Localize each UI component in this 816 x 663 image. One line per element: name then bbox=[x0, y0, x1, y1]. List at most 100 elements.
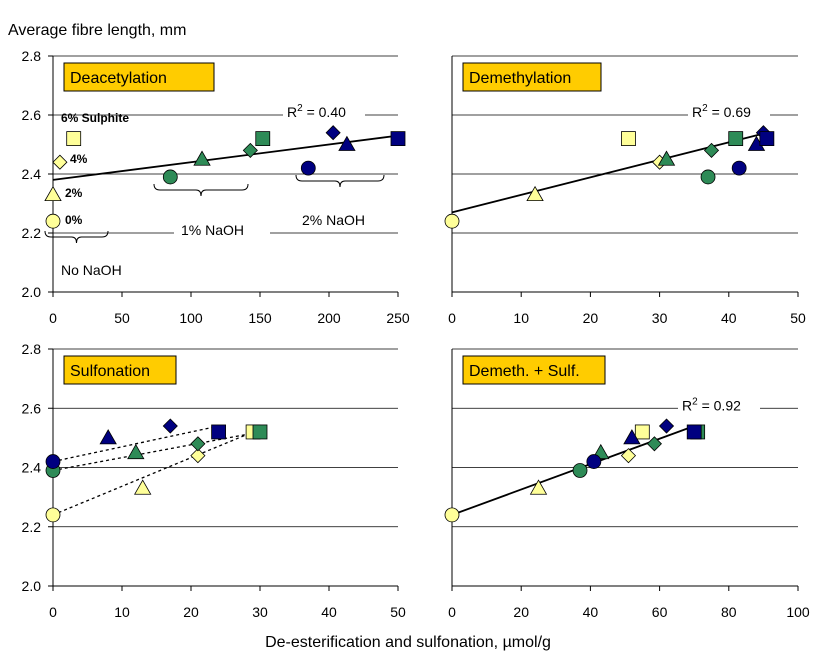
data-point-square bbox=[728, 131, 744, 147]
annotation-naoh-1: 1% NaOH bbox=[181, 222, 244, 238]
annotation-no-naoh: No NaOH bbox=[61, 262, 122, 278]
x-tick-label: 80 bbox=[721, 604, 737, 620]
data-point-square bbox=[66, 131, 82, 147]
panel-title-box: Demethylation bbox=[462, 62, 602, 92]
y-tick-label: 2.2 bbox=[22, 225, 42, 241]
brace-1pct-naoh bbox=[153, 183, 249, 197]
x-tick-label: 100 bbox=[786, 604, 810, 620]
data-point-circle bbox=[45, 454, 61, 469]
annotation-sulphite-0: 0% bbox=[65, 213, 83, 227]
data-point-circle bbox=[45, 507, 61, 523]
data-point-square bbox=[255, 131, 271, 147]
dotted-trend-line bbox=[52, 431, 254, 516]
r2-label: R2 = 0.92 bbox=[682, 396, 741, 413]
title-box-background bbox=[462, 355, 606, 385]
y-tick-label: 2.2 bbox=[22, 519, 42, 535]
data-point-diamond bbox=[52, 154, 68, 170]
r2-label-background bbox=[678, 394, 760, 415]
regression-line bbox=[451, 131, 768, 214]
data-point-square bbox=[211, 424, 227, 440]
data-point-diamond bbox=[242, 142, 258, 158]
annotation-sulphite-4: 4% bbox=[70, 152, 88, 166]
data-point-triangle bbox=[529, 479, 548, 495]
chart-panel-3: 0 10 20 30 40 50 2.0 2.2 2.4 2.6 2.8 Sulfonation bbox=[22, 341, 406, 620]
brace-no-naoh bbox=[44, 230, 109, 244]
data-point-square bbox=[390, 131, 406, 147]
data-point-triangle bbox=[623, 429, 641, 445]
y-tick-label: 2.0 bbox=[22, 578, 42, 594]
x-tick-label: 30 bbox=[252, 604, 268, 620]
data-point-diamond bbox=[620, 448, 637, 464]
chart-panel-1: 0 50 100 150 200 250 2.0 2.2 2.4 2.6 2.8 R2 = 0.40 D… bbox=[22, 48, 410, 326]
panel-title: Demeth. + Sulf. bbox=[469, 363, 580, 380]
data-point-triangle bbox=[657, 150, 676, 166]
x-tick-label: 50 bbox=[790, 310, 806, 326]
r2-label: R2 = 0.40 bbox=[287, 103, 346, 120]
y-tick-label: 2.6 bbox=[22, 107, 42, 123]
y-tick-label: 2.6 bbox=[22, 400, 42, 416]
data-point-circle bbox=[300, 160, 316, 176]
panel-annotations: 6% Sulphite 4% 2% 0% 1% NaOH 2% NaOH No NaOH bbox=[44, 111, 396, 278]
data-point-square bbox=[621, 131, 636, 147]
x-tick-label: 40 bbox=[321, 604, 337, 620]
x-tick-label: 10 bbox=[114, 604, 130, 620]
x-tick-label: 50 bbox=[114, 310, 130, 326]
label-background bbox=[174, 220, 270, 238]
x-tick-label: 20 bbox=[183, 604, 199, 620]
data-point-circle bbox=[572, 463, 588, 478]
data-point-circle bbox=[444, 213, 460, 229]
panel-title: Deacetylation bbox=[70, 70, 167, 87]
x-tick-label: 0 bbox=[448, 604, 456, 620]
data-point-triangle bbox=[526, 185, 544, 202]
x-tick-label: 0 bbox=[49, 310, 57, 326]
x-tick-label: 30 bbox=[652, 310, 668, 326]
title-box-background bbox=[63, 62, 215, 92]
data-point-square bbox=[759, 131, 775, 147]
r2-label: R2 = 0.69 bbox=[692, 103, 751, 120]
data-point-square bbox=[686, 424, 702, 440]
y-axis-label: Average fibre length, mm bbox=[8, 22, 187, 39]
data-point-circle bbox=[444, 507, 460, 523]
data-point-triangle bbox=[99, 429, 117, 445]
brace-2pct-naoh bbox=[295, 174, 385, 188]
x-tick-label: 20 bbox=[513, 604, 529, 620]
data-point-circle bbox=[586, 454, 602, 469]
data-point-triangle bbox=[338, 135, 356, 151]
x-tick-label: 250 bbox=[386, 310, 410, 326]
x-tick-label: 150 bbox=[248, 310, 272, 326]
data-point-diamond bbox=[190, 448, 206, 464]
x-axis-label: De-esterification and sulfonation, µmol/… bbox=[265, 634, 551, 651]
y-tick-label: 2.0 bbox=[22, 284, 42, 300]
panel-title-box: Deacetylation bbox=[63, 62, 215, 92]
data-point-square bbox=[252, 424, 268, 440]
dotted-trend-line bbox=[52, 431, 261, 472]
y-tick-label: 2.4 bbox=[22, 166, 42, 182]
annotation-naoh-2: 2% NaOH bbox=[302, 212, 365, 228]
data-point-triangle bbox=[134, 479, 152, 495]
panel-title: Demethylation bbox=[469, 70, 571, 87]
panel-title-box: Demeth. + Sulf. bbox=[462, 355, 606, 385]
title-box-background bbox=[63, 355, 177, 385]
data-point-diamond bbox=[325, 125, 341, 141]
x-tick-label: 40 bbox=[583, 604, 599, 620]
title-box-background bbox=[462, 62, 602, 92]
chart-panel-2: 0 10 20 30 40 50 R2 = 0.69 Demethylation bbox=[444, 55, 806, 326]
data-point-square bbox=[634, 424, 650, 440]
y-tick-label: 2.4 bbox=[22, 460, 42, 476]
panel-title-box: Sulfonation bbox=[63, 355, 177, 385]
regression-line bbox=[52, 134, 399, 181]
data-point-diamond bbox=[162, 418, 178, 434]
x-tick-label: 40 bbox=[721, 310, 737, 326]
y-tick-label: 2.8 bbox=[22, 48, 42, 64]
data-point-circle bbox=[700, 169, 716, 185]
dotted-trend-line bbox=[52, 425, 219, 463]
data-point-diamond bbox=[658, 418, 675, 434]
x-tick-label: 0 bbox=[49, 604, 57, 620]
r2-label-background bbox=[688, 101, 770, 121]
data-point-triangle bbox=[127, 443, 145, 460]
data-point-diamond bbox=[190, 436, 206, 452]
r2-label-background bbox=[283, 101, 365, 121]
x-tick-label: 200 bbox=[317, 310, 341, 326]
data-point-triangle bbox=[44, 185, 62, 202]
